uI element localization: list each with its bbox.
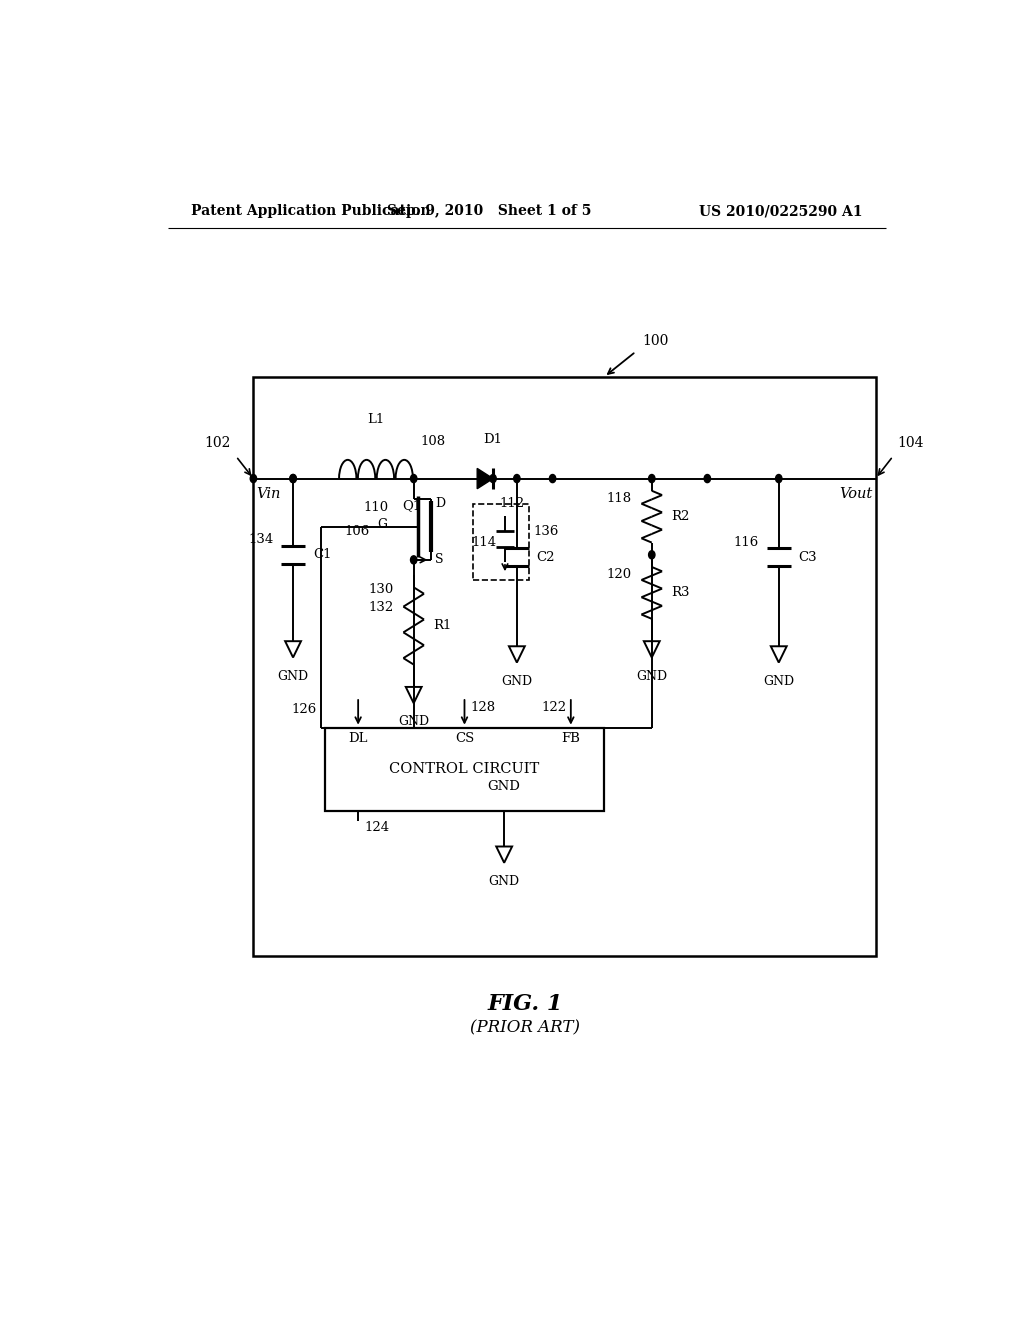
Text: 104: 104	[898, 436, 925, 450]
Text: GND: GND	[636, 669, 668, 682]
Text: 112: 112	[500, 496, 524, 510]
Circle shape	[550, 474, 556, 483]
Text: S: S	[435, 553, 443, 566]
Text: 118: 118	[607, 492, 632, 504]
Text: R2: R2	[672, 511, 690, 523]
Text: 106: 106	[344, 525, 370, 539]
Circle shape	[648, 550, 655, 558]
Text: 124: 124	[365, 821, 389, 834]
Circle shape	[290, 474, 296, 483]
Text: Patent Application Publication: Patent Application Publication	[191, 205, 431, 218]
Text: 136: 136	[534, 525, 559, 539]
Text: R1: R1	[433, 619, 452, 632]
Text: 102: 102	[205, 436, 231, 450]
Text: GND: GND	[487, 780, 520, 792]
Text: 122: 122	[541, 701, 566, 714]
Text: 114: 114	[472, 536, 497, 549]
Text: G: G	[378, 519, 387, 532]
Text: 108: 108	[420, 436, 445, 447]
Text: FIG. 1: FIG. 1	[487, 993, 562, 1015]
Text: 128: 128	[471, 701, 496, 714]
Circle shape	[705, 474, 711, 483]
Text: GND: GND	[398, 715, 429, 729]
Text: 132: 132	[369, 601, 394, 614]
Circle shape	[775, 474, 782, 483]
Text: Vout: Vout	[839, 487, 872, 500]
Text: 126: 126	[292, 702, 316, 715]
Circle shape	[489, 474, 497, 483]
Text: 100: 100	[642, 334, 669, 348]
Text: DL: DL	[348, 731, 368, 744]
Circle shape	[290, 474, 296, 483]
Text: GND: GND	[488, 875, 520, 888]
Text: 116: 116	[733, 536, 759, 549]
Bar	[325, 727, 604, 810]
Circle shape	[411, 474, 417, 483]
Text: GND: GND	[278, 669, 308, 682]
Text: D: D	[435, 498, 445, 511]
Bar	[253, 378, 876, 956]
Text: Sep. 9, 2010   Sheet 1 of 5: Sep. 9, 2010 Sheet 1 of 5	[387, 205, 591, 218]
Circle shape	[250, 474, 257, 483]
Text: US 2010/0225290 A1: US 2010/0225290 A1	[698, 205, 862, 218]
Text: C2: C2	[537, 550, 555, 564]
Text: 130: 130	[369, 583, 394, 597]
Text: GND: GND	[763, 675, 795, 688]
Text: 110: 110	[364, 500, 388, 513]
Text: FB: FB	[561, 731, 581, 744]
Text: 120: 120	[607, 568, 632, 581]
Circle shape	[514, 474, 520, 483]
Text: Q1: Q1	[402, 499, 422, 512]
Text: Vin: Vin	[257, 487, 281, 500]
Text: C1: C1	[313, 548, 332, 561]
Text: GND: GND	[502, 675, 532, 688]
Text: CS: CS	[455, 731, 474, 744]
Text: L1: L1	[368, 413, 385, 426]
Circle shape	[411, 556, 417, 564]
Text: (PRIOR ART): (PRIOR ART)	[470, 1019, 580, 1036]
Circle shape	[648, 474, 655, 483]
Text: R3: R3	[672, 586, 690, 599]
Text: C3: C3	[799, 550, 817, 564]
Text: 134: 134	[248, 533, 273, 546]
Bar	[473, 504, 528, 581]
Text: CONTROL CIRCUIT: CONTROL CIRCUIT	[389, 762, 540, 776]
Polygon shape	[477, 469, 494, 488]
Text: D1: D1	[482, 433, 502, 446]
